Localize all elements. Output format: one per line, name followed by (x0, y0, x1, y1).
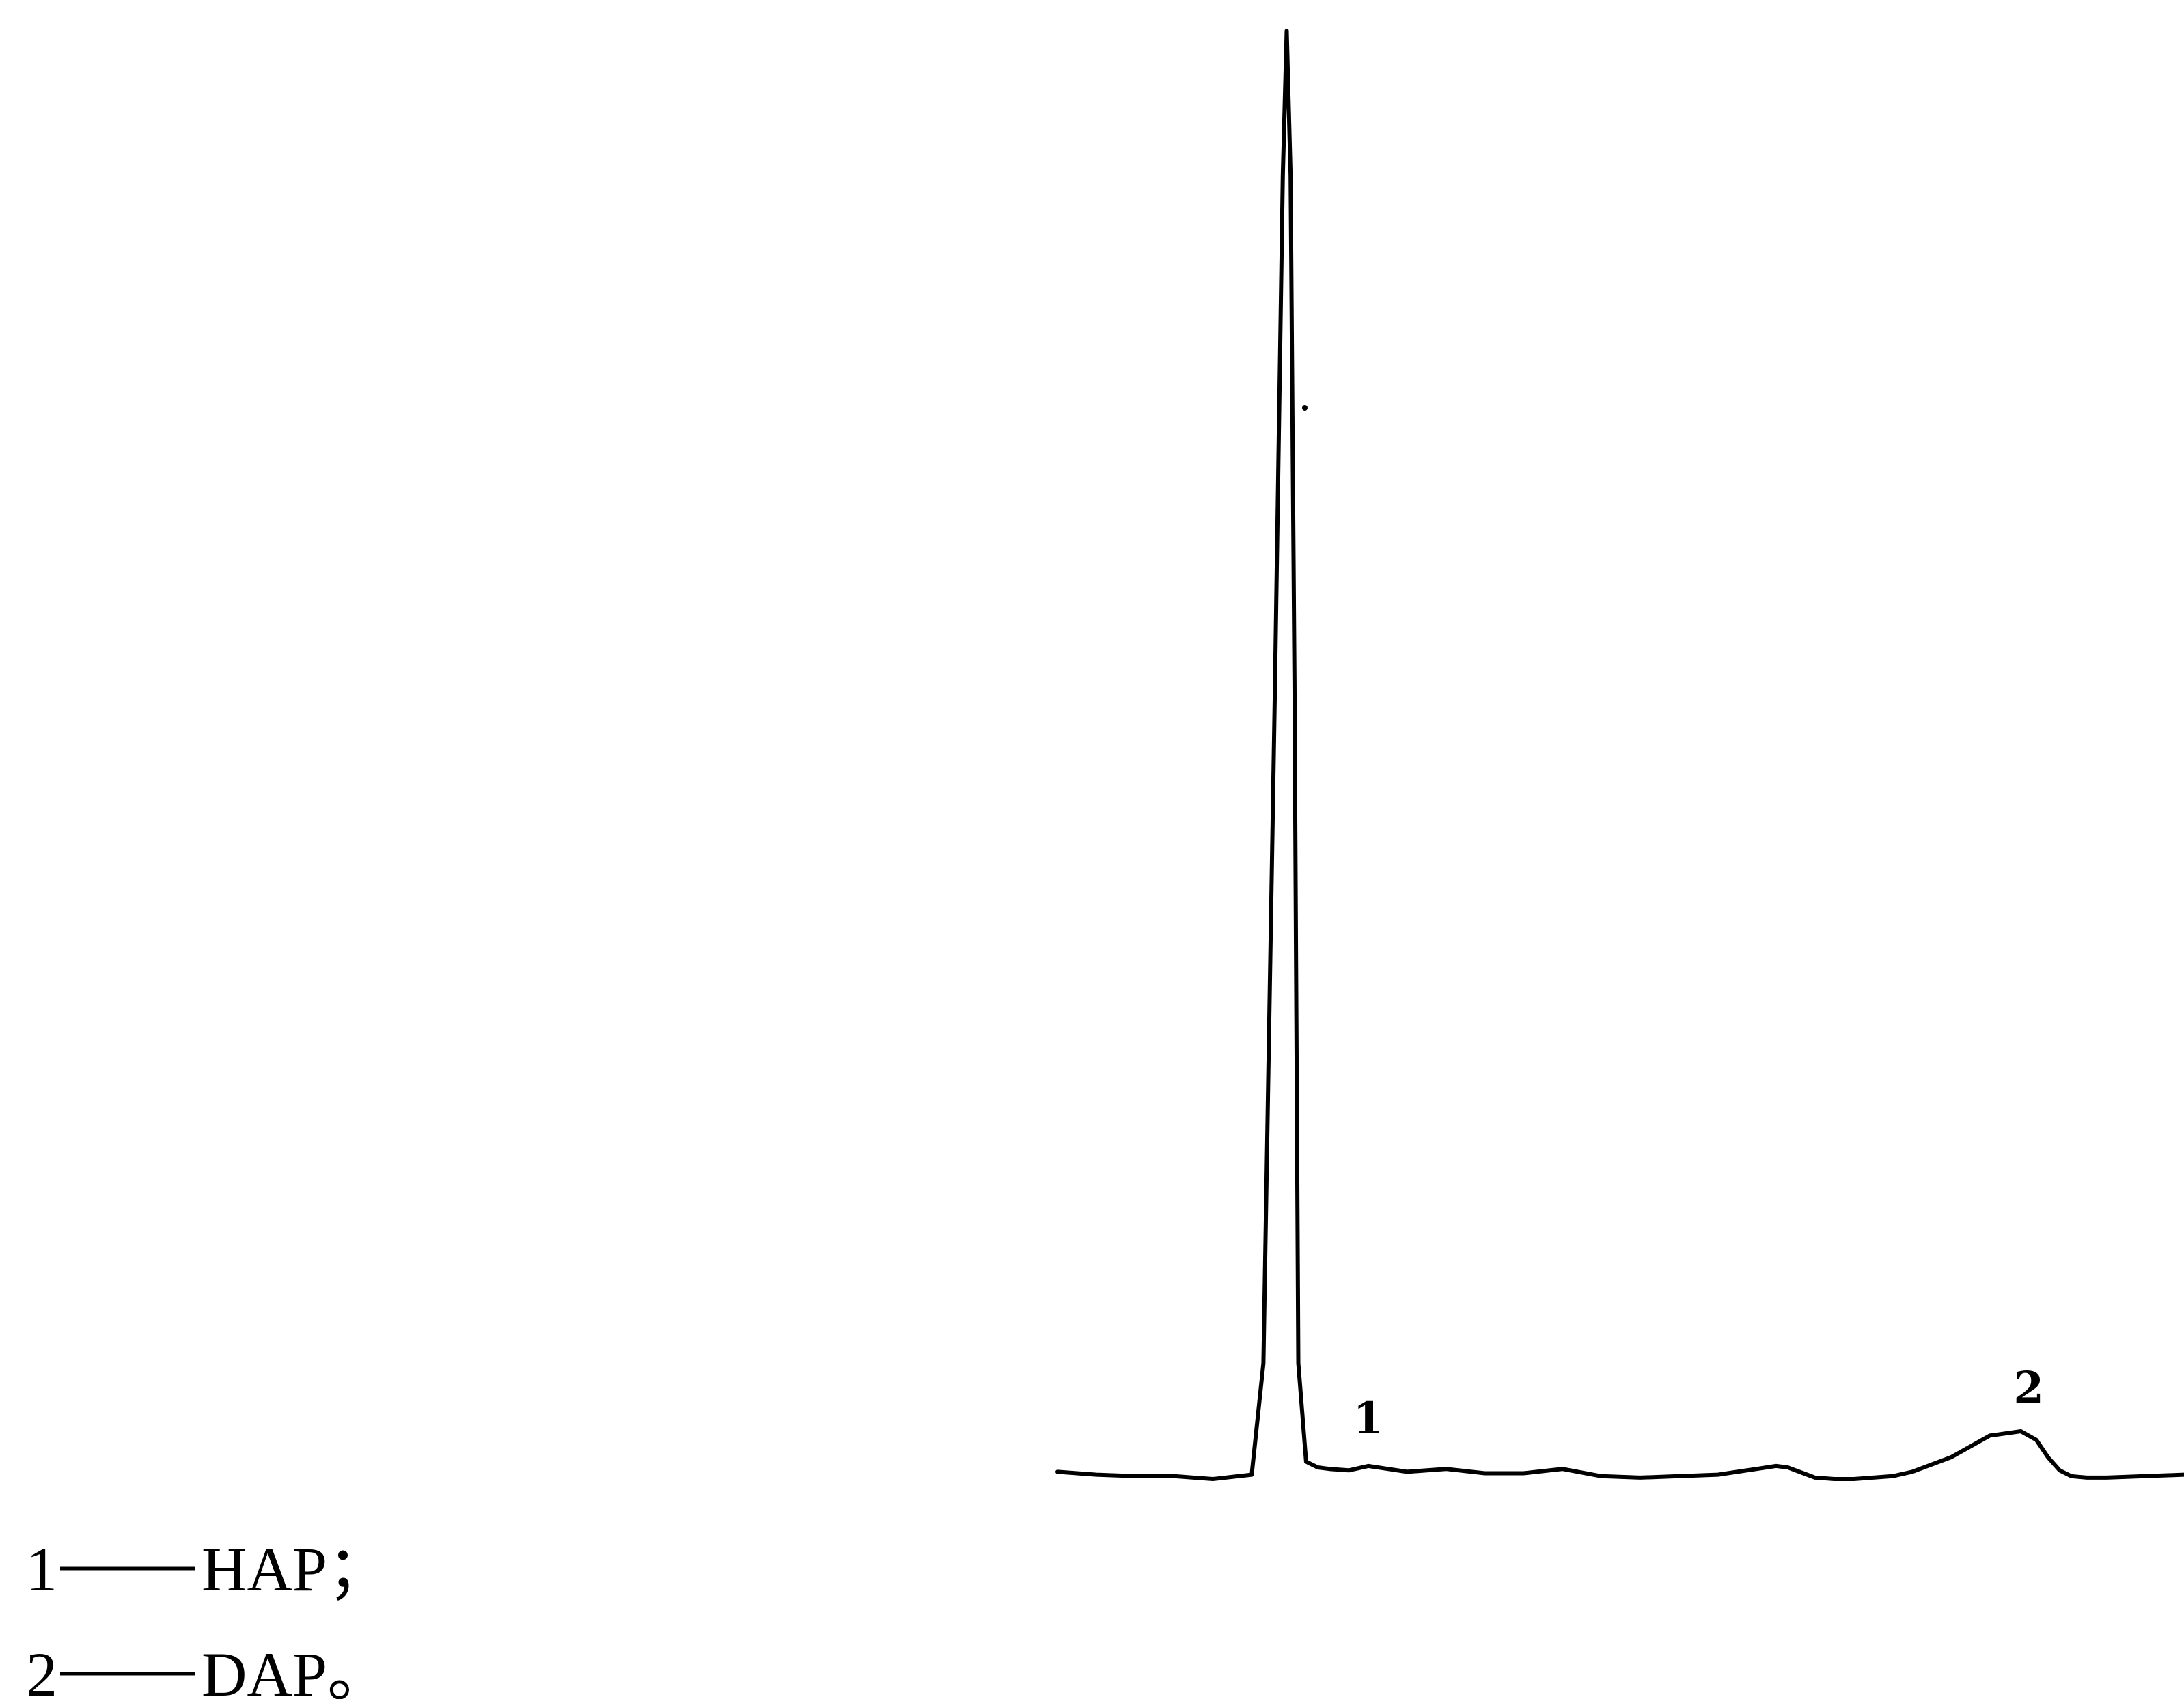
stray-dot-mark (1302, 405, 1308, 411)
peak-labels: 12 (1353, 1362, 2044, 1444)
legend-number-1: 1 (26, 1534, 57, 1604)
trace-layer (1055, 29, 2184, 1481)
legend-label-2: DAP。 (202, 1640, 390, 1699)
chromatogram-trace-1 (1055, 29, 2184, 1481)
legend: 1 HAP； 2 DAP。 (26, 1534, 390, 1699)
legend-number-2: 2 (26, 1640, 57, 1699)
legend-label-1: HAP； (202, 1534, 390, 1604)
legend-item-1: 1 HAP； (26, 1534, 390, 1604)
legend-item-2: 2 DAP。 (26, 1640, 390, 1699)
peak-label-2: 2 (2013, 1362, 2044, 1413)
peak-label-1: 1 (1353, 1393, 1384, 1444)
